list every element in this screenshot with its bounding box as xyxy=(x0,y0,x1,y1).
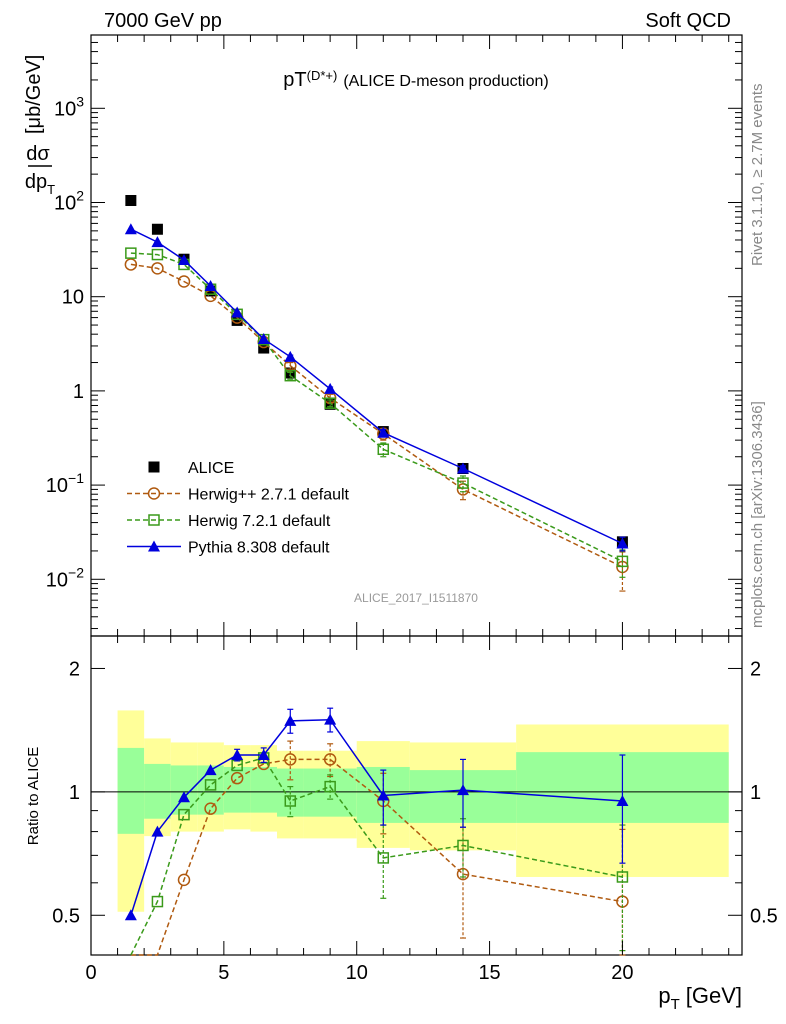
ratio-herwig7-point-9 xyxy=(457,839,469,852)
main-herwig7-point-6 xyxy=(284,369,297,382)
stat-band-1 xyxy=(144,763,171,819)
main-pythia-point-2 xyxy=(178,254,190,266)
ratio-ytick-label-right: 1 xyxy=(750,782,761,804)
ratio-ytick-label-right: 2 xyxy=(750,658,761,680)
main-pythia-point-7 xyxy=(324,382,337,394)
ratio-herwig7-point-2 xyxy=(178,808,190,821)
stat-band-5 xyxy=(250,766,277,813)
main-herwig_pp-line xyxy=(130,263,623,568)
ratio-pythia-point-7 xyxy=(324,713,337,725)
legend: ALICE Herwig++ 2.7.1 default Herwig 7.2.1 … xyxy=(127,460,350,557)
ratio-pythia-point-6 xyxy=(284,714,297,726)
ratio-pythia-point-4 xyxy=(231,749,244,761)
legend-label-herwig_pp: Herwig++ 2.7.1 default xyxy=(188,487,350,504)
ratio-pythia-point-10 xyxy=(616,794,629,806)
x-tick-label-0: 0 xyxy=(85,962,96,984)
main-herwig7-point-0 xyxy=(125,247,137,259)
analysis-id: ALICE_2017_I1511870 xyxy=(354,591,478,605)
main-herwig7-point-1 xyxy=(151,248,164,261)
mcplots-label: mcplots.cern.ch [arXiv:1306.3436] xyxy=(749,401,766,628)
main-pythia-point-1 xyxy=(151,236,164,248)
legend-label-herwig7: Herwig 7.2.1 default xyxy=(188,513,331,530)
legend-marker-pythia xyxy=(148,540,160,552)
ratio-pythia-point-9 xyxy=(457,784,469,796)
stat-band-4 xyxy=(223,766,251,813)
svg-text:[μb/GeV]: [μb/GeV] xyxy=(23,55,45,134)
ratio-herwig7-point-7 xyxy=(324,780,336,793)
stat-band-0 xyxy=(117,747,145,834)
ratio-herwig_pp-line xyxy=(130,758,623,956)
ratio-herwig_pp-point-9 xyxy=(456,867,470,881)
ratio-ytick-label-left: 2 xyxy=(69,658,80,680)
x-tick-label-15: 15 xyxy=(478,962,500,984)
x-axis-label: pT [GeV] xyxy=(658,983,742,1013)
main-ytick-label: 10−2 xyxy=(46,564,84,591)
y-axis-label-main: dσ dpT [μb/GeV] xyxy=(23,55,55,197)
ratio-ytick-label-right: 0.5 xyxy=(750,905,778,927)
main-pythia-point-9 xyxy=(457,462,469,474)
ratio-y-label: Ratio to ALICE xyxy=(25,747,42,845)
main-pythia-point-4 xyxy=(231,306,244,318)
ratio-herwig_pp-point-2 xyxy=(177,873,191,887)
ratio-herwig7-point-6 xyxy=(284,795,297,807)
main-pythia-point-10 xyxy=(616,537,629,549)
main-alice-point-7 xyxy=(324,398,336,410)
ratio-herwig_pp-point-4 xyxy=(230,771,244,785)
main-alice-point-0 xyxy=(125,195,137,207)
x-tick-label-10: 10 xyxy=(346,962,368,984)
main-ytick-label: 102 xyxy=(54,187,84,214)
main-alice-point-4 xyxy=(231,314,243,326)
main-alice-point-1 xyxy=(151,223,163,235)
ratio-ytick-label-left: 1 xyxy=(69,782,80,804)
main-pythia-point-0 xyxy=(124,223,137,235)
ratio-pythia-point-0 xyxy=(124,909,137,921)
main-herwig7-point-10 xyxy=(616,555,629,568)
header-left: 7000 GeV pp xyxy=(104,10,222,32)
main-herwig7-point-9 xyxy=(457,477,469,489)
ratio-pythia-point-1 xyxy=(151,825,164,837)
ratio-herwig_pp-point-3 xyxy=(204,802,217,815)
main-pythia-point-5 xyxy=(257,333,270,345)
main-herwig7-point-7 xyxy=(324,397,336,409)
main-pythia-point-8 xyxy=(377,426,390,438)
ratio-pythia-point-3 xyxy=(204,764,217,776)
main-herwig7-point-8 xyxy=(377,443,390,456)
ratio-frame xyxy=(90,635,743,956)
legend-marker-herwig_pp xyxy=(147,487,161,500)
svg-text:dpT: dpT xyxy=(25,171,55,197)
main-ytick-label: 1 xyxy=(73,381,84,403)
legend-marker-alice xyxy=(148,461,160,473)
ratio-herwig7-point-8 xyxy=(377,852,390,864)
ratio-pythia-point-8 xyxy=(377,789,390,801)
main-herwig_pp-point-0 xyxy=(124,258,138,271)
x-tick-label-5: 5 xyxy=(218,962,229,984)
main-ytick-label: 10−1 xyxy=(46,470,84,497)
ratio-pythia-point-5 xyxy=(257,749,270,761)
legend-marker-herwig7 xyxy=(148,514,160,526)
main-ytick-label: 103 xyxy=(54,93,84,120)
main-herwig_pp-point-1 xyxy=(151,262,164,275)
ratio-herwig_pp-point-7 xyxy=(323,753,337,766)
ratio-herwig7-point-1 xyxy=(151,895,164,908)
main-ytick-label: 10 xyxy=(62,287,84,309)
ratio-pythia-point-2 xyxy=(178,791,190,803)
axes-layer: 0 5 10 15 20 10−2 10−1 1 10 102 103 0.5 0.5 1 1 2 2 xyxy=(46,34,778,984)
chart-title: pT(D*+) (ALICE D-meson production) xyxy=(283,68,548,91)
ratio-herwig_pp-point-6 xyxy=(284,753,297,766)
series-layer xyxy=(124,195,629,956)
svg-text:dσ: dσ xyxy=(26,143,50,165)
x-tick-label-20: 20 xyxy=(611,962,633,984)
main-herwig_pp-point-2 xyxy=(177,275,191,288)
legend-label-pythia: Pythia 8.308 default xyxy=(188,540,330,557)
header-right: Soft QCD xyxy=(645,10,731,32)
rivet-label: Rivet 3.1.10, ≥ 2.7M events xyxy=(749,84,766,267)
ratio-herwig7-point-10 xyxy=(616,871,629,883)
main-pythia-point-3 xyxy=(204,279,217,291)
ratio-ytick-label-left: 0.5 xyxy=(52,905,80,927)
stat-band-2 xyxy=(170,765,198,815)
legend-label-alice: ALICE xyxy=(188,460,234,477)
ratio-herwig7-point-3 xyxy=(204,779,217,791)
main-pythia-point-6 xyxy=(284,350,297,362)
